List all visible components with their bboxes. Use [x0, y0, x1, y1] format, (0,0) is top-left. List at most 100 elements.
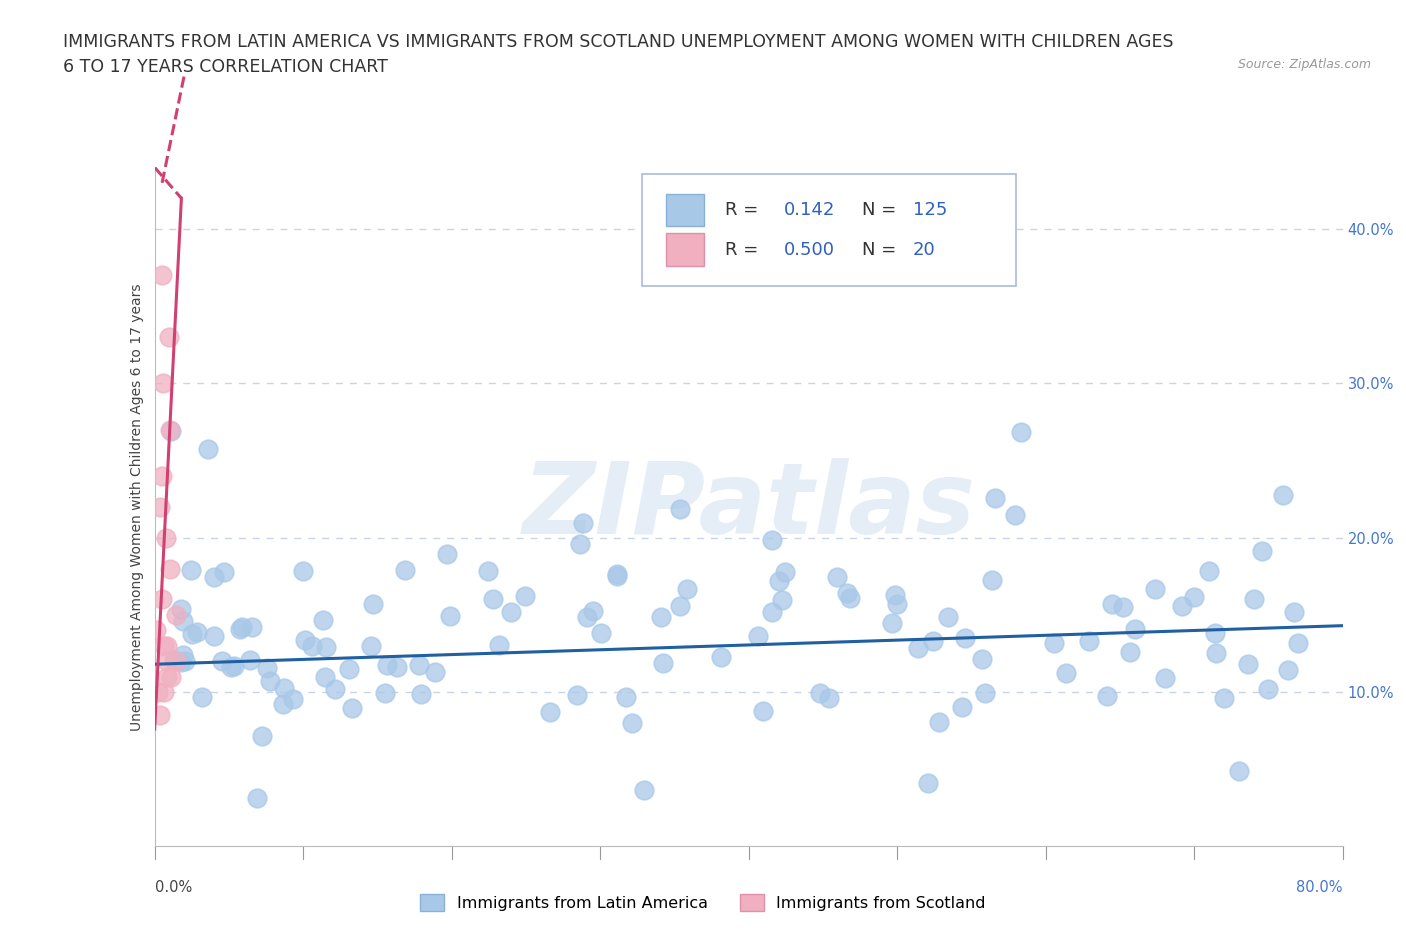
FancyBboxPatch shape [665, 233, 703, 266]
Point [246, 790, 269, 805]
Point [252, 728, 274, 743]
Point [907, 640, 929, 655]
Point [1286, 635, 1309, 650]
Point [157, 330, 180, 345]
Point [202, 629, 225, 644]
Text: 6 TO 17 YEARS CORRELATION CHART: 6 TO 17 YEARS CORRELATION CHART [63, 58, 388, 75]
Point [340, 700, 363, 715]
Point [146, 684, 169, 699]
FancyBboxPatch shape [641, 174, 1017, 286]
Point [513, 589, 536, 604]
Point [394, 563, 416, 578]
Point [1144, 582, 1167, 597]
Point [231, 619, 253, 634]
Y-axis label: Unemployment Among Women with Children Ages 6 to 17 years: Unemployment Among Women with Children A… [129, 283, 143, 731]
Point [160, 670, 183, 684]
Point [751, 704, 773, 719]
Point [538, 704, 561, 719]
Point [314, 670, 336, 684]
Text: 125: 125 [912, 201, 948, 219]
Point [614, 690, 637, 705]
Point [747, 629, 769, 644]
Point [591, 626, 613, 641]
Point [153, 684, 176, 699]
Text: R =: R = [725, 201, 763, 219]
Point [808, 685, 831, 700]
Point [149, 708, 172, 723]
Point [668, 501, 690, 516]
Point [606, 568, 628, 583]
Point [165, 607, 187, 622]
Point [633, 783, 655, 798]
Point [1236, 657, 1258, 671]
Point [575, 609, 598, 624]
Point [172, 614, 194, 629]
Point [974, 685, 997, 700]
Point [153, 638, 176, 653]
Point [1077, 633, 1099, 648]
Text: 0.142: 0.142 [785, 201, 835, 219]
Point [838, 591, 860, 605]
Text: ZIPatlas: ZIPatlas [522, 458, 976, 555]
Point [242, 620, 264, 635]
Point [1123, 622, 1146, 637]
Point [155, 530, 177, 545]
Point [315, 639, 337, 654]
Point [582, 604, 605, 618]
Text: 20: 20 [912, 241, 935, 259]
Point [160, 423, 183, 438]
Point [1205, 645, 1227, 660]
Point [651, 656, 673, 671]
Point [773, 565, 796, 579]
Point [981, 573, 1004, 588]
Point [174, 654, 197, 669]
Text: IMMIGRANTS FROM LATIN AMERICA VS IMMIGRANTS FROM SCOTLAND UNEMPLOYMENT AMONG WOM: IMMIGRANTS FROM LATIN AMERICA VS IMMIGRA… [63, 33, 1174, 50]
Point [928, 714, 950, 729]
Text: N =: N = [862, 241, 901, 259]
Point [1257, 682, 1279, 697]
Point [211, 654, 233, 669]
Point [1101, 596, 1123, 611]
Point [1250, 543, 1272, 558]
Point [409, 686, 432, 701]
Point [1112, 600, 1135, 615]
Point [1272, 487, 1295, 502]
Point [239, 652, 262, 667]
Point [197, 442, 219, 457]
Point [1153, 671, 1175, 685]
Point [150, 268, 173, 283]
Point [1004, 508, 1026, 523]
Point [281, 692, 304, 707]
Point [710, 649, 733, 664]
Point [291, 564, 314, 578]
Point [323, 682, 346, 697]
Point [221, 659, 243, 674]
Text: 80.0%: 80.0% [1296, 880, 1343, 896]
Point [149, 499, 172, 514]
Point [669, 599, 692, 614]
Point [917, 775, 939, 790]
Point [817, 690, 839, 705]
Point [970, 651, 993, 666]
Point [675, 582, 697, 597]
Point [301, 638, 323, 653]
Point [156, 638, 179, 653]
Point [650, 610, 672, 625]
Point [156, 670, 179, 684]
Point [1182, 590, 1205, 604]
Point [222, 658, 245, 673]
Point [180, 563, 202, 578]
Point [950, 699, 973, 714]
Point [212, 565, 235, 579]
Point [884, 588, 907, 603]
Point [1243, 591, 1265, 606]
Point [156, 654, 179, 669]
Point [202, 569, 225, 584]
Point [571, 515, 593, 530]
Point [482, 591, 505, 606]
Point [159, 561, 181, 576]
Point [825, 570, 848, 585]
Point [606, 566, 628, 581]
Point [565, 687, 588, 702]
Point [408, 658, 430, 673]
